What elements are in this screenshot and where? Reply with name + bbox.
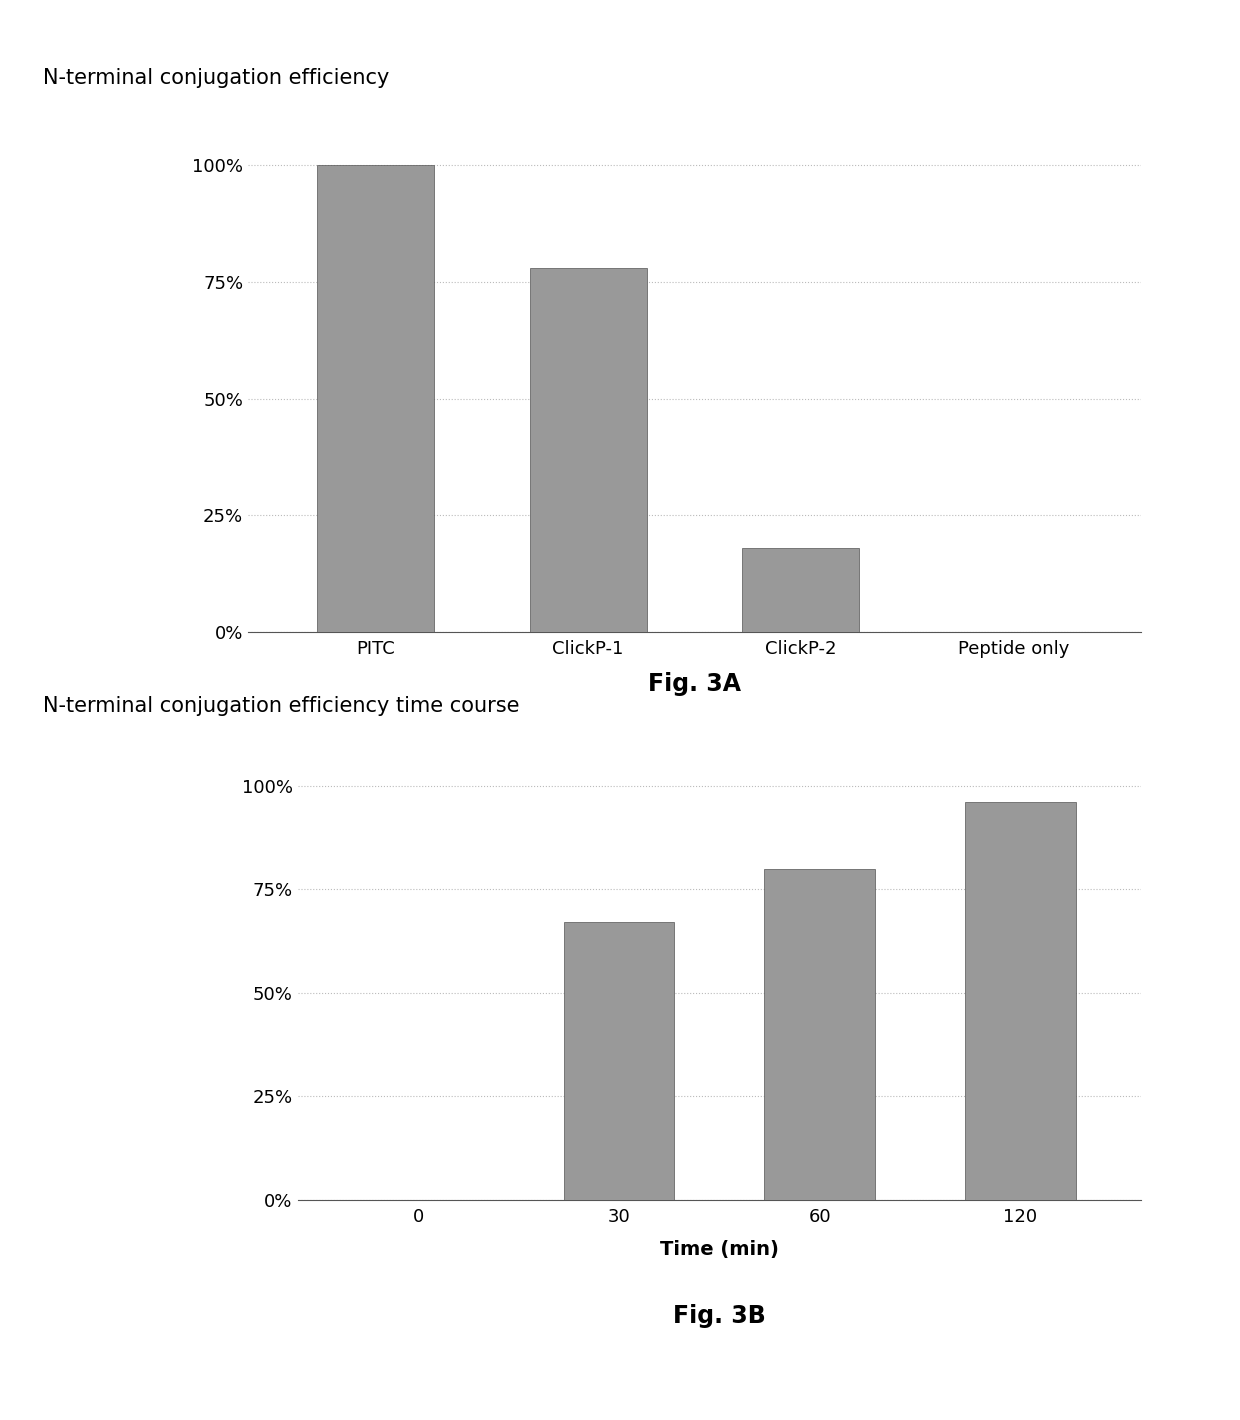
Text: Fig. 3B: Fig. 3B: [673, 1304, 765, 1328]
X-axis label: Time (min): Time (min): [660, 1240, 779, 1260]
Text: N-terminal conjugation efficiency time course: N-terminal conjugation efficiency time c…: [43, 696, 520, 716]
Bar: [965, 802, 1075, 1200]
Bar: [564, 923, 675, 1200]
Bar: [317, 165, 434, 632]
Text: Fig. 3A: Fig. 3A: [649, 672, 742, 696]
Bar: [743, 548, 859, 632]
Bar: [764, 869, 874, 1200]
Bar: [529, 268, 646, 632]
Text: N-terminal conjugation efficiency: N-terminal conjugation efficiency: [43, 68, 389, 88]
